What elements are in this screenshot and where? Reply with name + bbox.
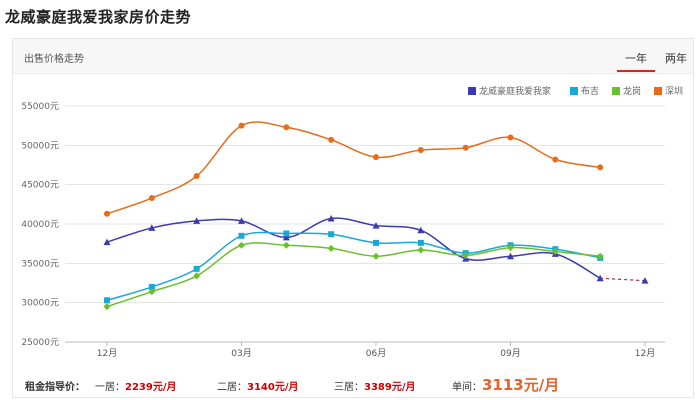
tab-two-years[interactable]: 两年 (665, 52, 687, 65)
y-tick-label: 30000元 (21, 299, 59, 309)
legend-swatch (612, 87, 620, 95)
rent-three-room: 三居：3389元/月 (334, 378, 415, 393)
legend-label: 深圳 (665, 87, 684, 97)
data-point (283, 124, 290, 131)
data-point (417, 147, 424, 154)
y-tick-label: 35000元 (21, 259, 59, 269)
data-point (148, 288, 156, 296)
data-point (462, 144, 469, 151)
active-tab-indicator (617, 70, 655, 72)
data-point (193, 265, 200, 272)
legend-item-2[interactable]: 龙岗 (612, 84, 641, 97)
data-point (103, 303, 111, 311)
data-point (328, 231, 335, 238)
page-title: 龙威豪庭我爱我家房价走势 (5, 8, 192, 26)
data-point (507, 134, 514, 141)
series-line-2 (106, 242, 601, 308)
data-point (373, 154, 379, 161)
data-point (103, 238, 111, 246)
x-tick-label: 03月 (231, 348, 251, 359)
data-point (417, 246, 425, 254)
data-point (596, 252, 604, 260)
rent-guide: 租金指导价： (25, 378, 85, 393)
legend-label: 布吉 (581, 87, 600, 97)
data-point (507, 252, 514, 260)
data-point (417, 226, 425, 234)
data-point (148, 224, 156, 231)
panel-header: 出售价格走势 一年 两年 (13, 39, 693, 74)
rent-guide-label: 租金指导价： (25, 382, 85, 393)
rent-two-room: 二居：3140元/月 (217, 378, 298, 393)
data-point (597, 164, 604, 171)
legend-item-3[interactable]: 深圳 (654, 84, 683, 97)
unit-price: 单间：3113元/月 (452, 374, 559, 395)
data-point (238, 122, 245, 129)
x-tick-label: 06月 (366, 348, 386, 359)
two-room-label: 二居： (217, 382, 247, 393)
data-point (104, 297, 110, 304)
unit-price-label: 单间： (452, 382, 482, 393)
series-line-3 (106, 121, 601, 215)
y-tick-label: 55000元 (21, 102, 59, 112)
y-tick-label: 45000元 (21, 181, 59, 191)
data-point (238, 217, 245, 224)
series-line-1 (106, 231, 601, 302)
data-point (551, 248, 559, 256)
x-tick-label: 12月 (97, 348, 117, 359)
rent-one-room: 一居：2239元/月 (95, 378, 176, 393)
data-point (148, 195, 155, 202)
legend-label: 龙岗 (623, 87, 642, 97)
y-tick-label: 25000元 (21, 338, 59, 348)
series-line-0 (106, 217, 601, 279)
y-tick-label: 40000元 (21, 220, 59, 230)
data-point (193, 217, 201, 224)
data-point (193, 272, 201, 280)
one-room-label: 一居： (95, 382, 125, 393)
data-point (507, 244, 514, 252)
data-point (641, 277, 649, 284)
data-point (372, 252, 380, 260)
data-point (372, 222, 380, 229)
two-room-value: 3140元/月 (247, 382, 299, 393)
price-trend-panel: 出售价格走势 一年 两年 (12, 38, 694, 398)
one-room-value: 2239元/月 (125, 382, 177, 393)
data-point (373, 239, 379, 246)
series-forecast-line-0 (600, 277, 646, 282)
three-room-value: 3389元/月 (364, 382, 416, 393)
tab-one-year[interactable]: 一年 (625, 52, 647, 65)
data-point (148, 283, 155, 290)
data-point (238, 232, 245, 239)
data-point (282, 241, 290, 249)
data-point (552, 156, 559, 163)
three-room-label: 三居： (334, 382, 364, 393)
legend-label: 龙威豪庭我爱我家 (479, 87, 552, 97)
data-point (282, 233, 290, 241)
legend-item-1[interactable]: 布吉 (570, 84, 599, 97)
data-point (283, 230, 290, 237)
legend-swatch (654, 87, 662, 95)
data-point (193, 173, 200, 180)
legend-swatch (570, 87, 578, 95)
data-point (417, 239, 424, 246)
data-point (238, 241, 245, 249)
data-point (327, 214, 335, 222)
y-tick-label: 50000元 (21, 141, 59, 151)
x-tick-label: 09月 (500, 348, 520, 359)
data-point (462, 251, 470, 259)
data-point (596, 274, 604, 282)
panel-subtitle: 出售价格走势 (24, 54, 84, 65)
data-point (104, 210, 110, 217)
unit-price-value: 3113元/月 (482, 376, 560, 394)
legend-swatch (468, 87, 476, 95)
x-tick-label: 12月 (635, 348, 655, 359)
legend-item-0[interactable]: 龙威豪庭我爱我家 (468, 84, 551, 97)
data-point (327, 244, 335, 252)
data-point (328, 136, 335, 143)
